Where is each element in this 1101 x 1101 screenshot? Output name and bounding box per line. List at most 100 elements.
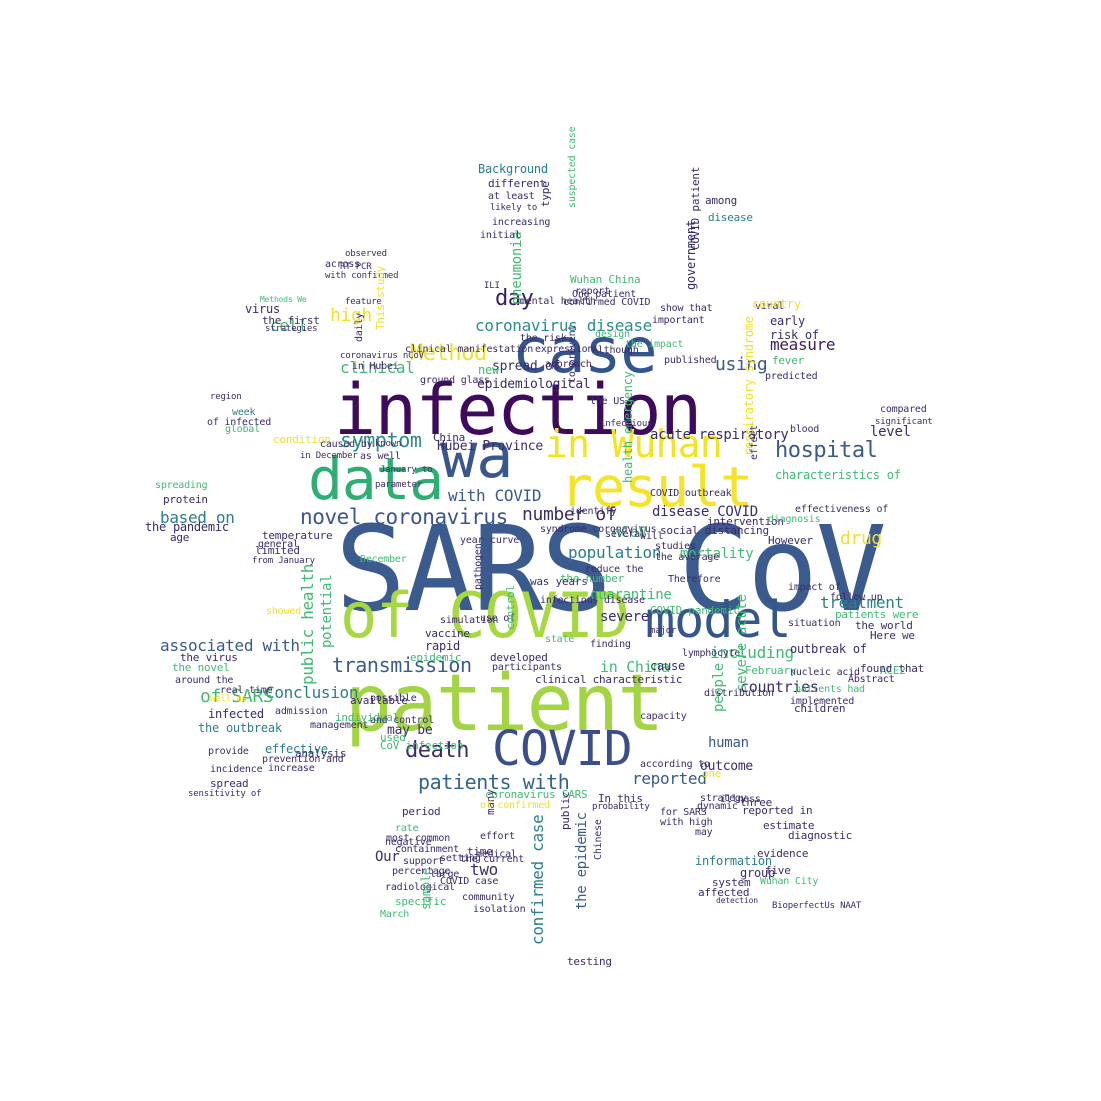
word-145: impact of xyxy=(788,582,841,593)
word-57: Background xyxy=(478,162,548,176)
word-162: analysis xyxy=(295,747,347,760)
word-224: Therefore xyxy=(668,574,721,585)
word-186: strategies xyxy=(265,324,318,334)
word-152: lymphocyte xyxy=(682,648,741,659)
word-142: COVID outbreak xyxy=(650,488,732,499)
word-82: from January xyxy=(252,556,315,566)
word-153: cause xyxy=(650,659,685,673)
word-35: population xyxy=(568,543,662,562)
word-168: temperature xyxy=(262,529,333,542)
word-24: public health xyxy=(298,563,317,685)
word-15: death xyxy=(405,738,470,763)
word-101: ACE2 xyxy=(880,664,906,677)
word-254: one xyxy=(702,767,722,780)
word-6: data xyxy=(308,445,444,513)
word-239: the risk xyxy=(520,333,567,344)
word-87: the outbreak xyxy=(198,721,282,735)
word-179: new xyxy=(478,363,499,377)
word-23: measure xyxy=(770,335,836,354)
word-36: level xyxy=(870,424,911,440)
word-17: number of xyxy=(522,504,617,525)
word-213: medical xyxy=(476,849,517,860)
word-241: in Hubei xyxy=(352,361,399,372)
word-235: increasing xyxy=(492,217,551,228)
word-96: rapid xyxy=(425,639,460,653)
word-234: design xyxy=(595,329,630,340)
word-131: five xyxy=(765,864,791,877)
word-90: increase xyxy=(268,763,315,774)
word-74: condition xyxy=(273,433,331,446)
word-146: follow up xyxy=(830,592,883,603)
word-189: One patient xyxy=(572,289,637,300)
word-31: including xyxy=(710,643,794,662)
word-4: wa xyxy=(440,419,513,492)
word-21: clinical xyxy=(340,358,415,377)
word-202: severe acute xyxy=(734,594,750,692)
word-127: evidence xyxy=(757,847,809,860)
word-140: significant xyxy=(875,417,933,427)
word-214: setting xyxy=(440,853,481,864)
word-38: high xyxy=(330,305,372,326)
word-34: of SARS xyxy=(200,686,274,707)
word-161: management xyxy=(310,720,369,731)
word-48: mortality xyxy=(680,546,754,562)
word-5: result xyxy=(560,455,753,519)
word-175: syndrome coronavirus xyxy=(540,524,657,535)
word-205: developed xyxy=(490,651,548,664)
word-25: potential xyxy=(319,574,335,648)
word-149: Abstract xyxy=(848,674,895,685)
word-171: parameter xyxy=(375,480,423,490)
word-37: drug xyxy=(840,528,882,549)
word-9: COVID xyxy=(492,721,633,777)
word-206: participants xyxy=(492,662,562,673)
word-184: initial xyxy=(480,230,521,241)
word-55: epidemiological xyxy=(477,377,591,392)
word-32: countries xyxy=(740,678,819,696)
word-167: incidence xyxy=(210,764,263,775)
word-165: real time xyxy=(220,685,273,696)
word-207: control xyxy=(504,585,517,630)
word-53: virus xyxy=(245,302,280,316)
word-229: approach xyxy=(545,359,592,370)
word-210: negative xyxy=(385,837,432,848)
word-248: state xyxy=(545,634,575,645)
word-22: using xyxy=(715,354,768,375)
word-44: two xyxy=(470,860,498,879)
word-70: ground glass xyxy=(420,375,490,386)
word-79: the pandemic xyxy=(145,520,229,534)
word-198: illness xyxy=(720,794,761,805)
word-1: patient xyxy=(345,659,664,749)
word-66: Methods We xyxy=(260,295,307,304)
word-29: associated with xyxy=(160,636,300,655)
word-159: simulation xyxy=(440,615,499,626)
word-132: However xyxy=(768,534,813,547)
word-220: possible xyxy=(370,693,417,704)
word-150: nucleic acid xyxy=(790,667,860,678)
word-250: implemented xyxy=(790,696,855,707)
word-242: clinical manifestation xyxy=(405,344,534,355)
word-18: Method xyxy=(410,341,487,366)
word-222: curve xyxy=(490,535,520,546)
word-246: effectiveness of xyxy=(795,504,889,515)
word-252: ILI xyxy=(484,281,500,291)
word-251: showed xyxy=(266,606,301,617)
word-89: prevention and xyxy=(262,754,344,765)
word-134: viral xyxy=(755,301,785,312)
word-76: in December xyxy=(300,451,358,461)
word-151: children xyxy=(794,702,846,715)
word-148: found that xyxy=(860,662,925,675)
word-260: effect xyxy=(749,425,760,460)
word-181: among xyxy=(705,194,738,207)
word-105: coronavirus SARS xyxy=(485,788,588,801)
word-177: Although xyxy=(592,345,639,356)
word-192: COVID patient xyxy=(689,166,702,250)
word-33: Conclusion xyxy=(265,683,359,702)
word-77: protein xyxy=(163,493,208,506)
word-211: public xyxy=(559,791,572,830)
word-59: pneumonia xyxy=(509,231,525,305)
word-187: observed xyxy=(345,249,387,259)
word-160: epidemic xyxy=(410,651,462,664)
word-183: at least xyxy=(488,191,535,202)
word-259: major xyxy=(650,626,677,636)
